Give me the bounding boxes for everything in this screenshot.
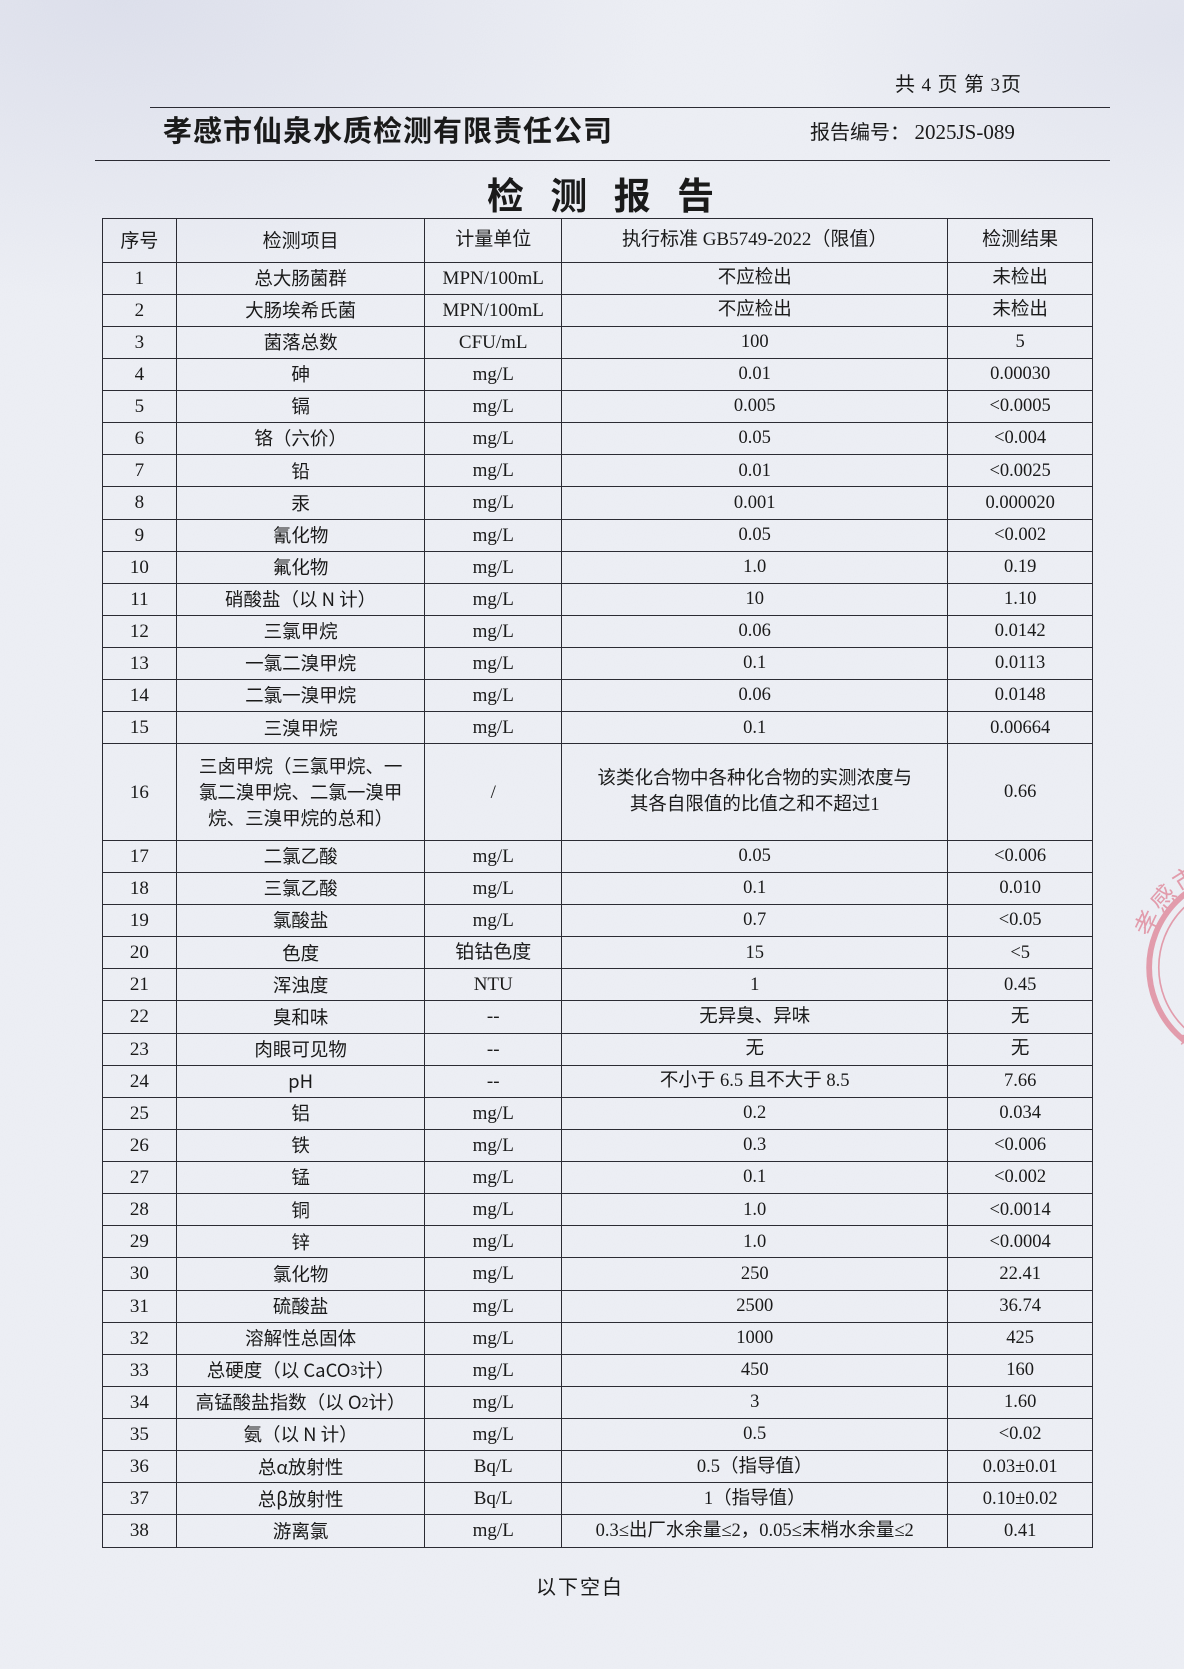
svg-text:孝感市仙泉水质检测: 孝感市仙泉水质检测 bbox=[1125, 843, 1184, 941]
